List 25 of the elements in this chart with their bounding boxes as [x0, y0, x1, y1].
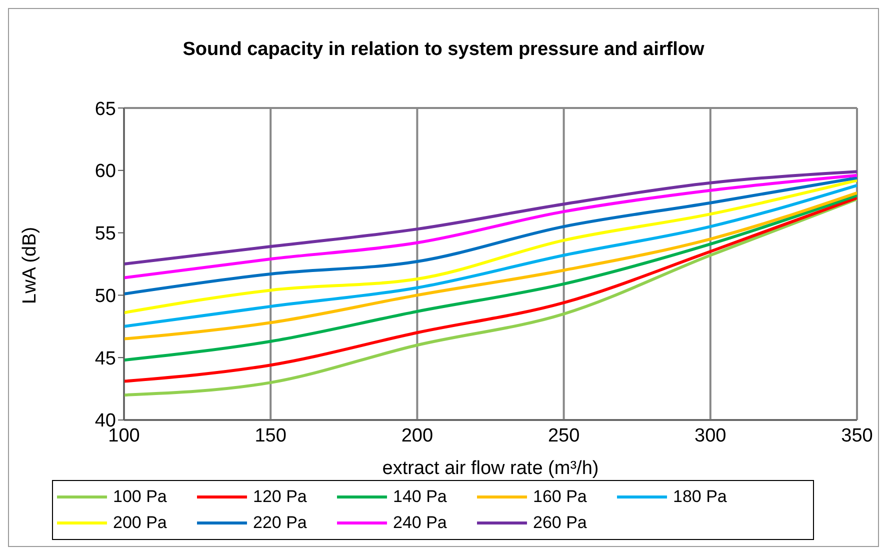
x-axis-title: extract air flow rate (m³/h)	[382, 458, 599, 479]
legend-label: 100 Pa	[113, 487, 167, 507]
x-tick-label: 150	[254, 425, 286, 446]
legend-label: 120 Pa	[253, 487, 307, 507]
legend-label: 160 Pa	[533, 487, 587, 507]
legend-label: 200 Pa	[113, 513, 167, 533]
y-tick-label: 55	[94, 224, 116, 245]
x-tick-label: 250	[548, 425, 580, 446]
line-series	[124, 174, 857, 280]
x-tick-label: 350	[841, 425, 873, 446]
x-tick-label: 300	[694, 425, 726, 446]
y-tick-label: 60	[94, 161, 116, 182]
y-tick-label: 50	[94, 286, 116, 307]
y-axis-title: LwA (dB)	[20, 226, 41, 304]
legend-label: 260 Pa	[533, 513, 587, 533]
chart-title: Sound capacity in relation to system pressure and airflow	[182, 39, 706, 61]
legend-label: 240 Pa	[393, 513, 447, 533]
legend-label: 220 Pa	[253, 513, 307, 533]
legend-label: 180 Pa	[673, 487, 727, 507]
legend-label: 140 Pa	[393, 487, 447, 507]
x-tick-label: 200	[401, 425, 434, 446]
line-series	[124, 176, 857, 296]
y-tick-label: 65	[94, 98, 116, 120]
y-tick-label: 45	[94, 348, 116, 370]
line-series	[124, 170, 857, 266]
